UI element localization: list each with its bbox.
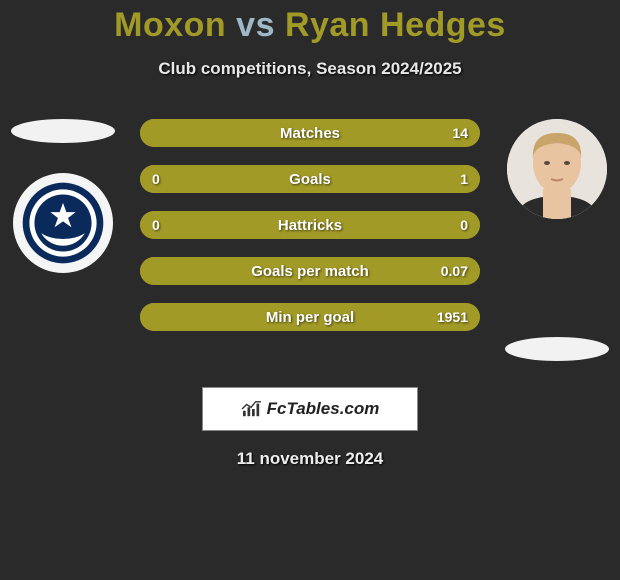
stat-bars: Matches 14 0 Goals 1 0 Hattricks 0 Goals per mat… — [140, 119, 480, 349]
player1-photo-placeholder — [11, 119, 115, 143]
player1-column — [8, 119, 118, 273]
stat-value-right: 0 — [460, 217, 468, 233]
club-badge-icon — [21, 181, 105, 265]
player1-club-badge — [13, 173, 113, 273]
stat-label: Matches — [280, 125, 340, 142]
player2-face-icon — [507, 119, 607, 219]
player1-name: Moxon — [114, 6, 226, 44]
stat-row: Min per goal 1951 — [140, 303, 480, 331]
watermark: FcTables.com — [202, 387, 418, 431]
stat-value-left: 0 — [152, 217, 160, 233]
comparison-title: Moxon vs Ryan Hedges — [0, 0, 620, 45]
stat-row: Matches 14 — [140, 119, 480, 147]
stat-label: Goals per match — [251, 263, 369, 280]
vs-text: vs — [236, 6, 275, 44]
date: 11 november 2024 — [0, 449, 620, 469]
stat-label: Min per goal — [266, 309, 354, 326]
stat-row: 0 Hattricks 0 — [140, 211, 480, 239]
stat-label: Goals — [289, 171, 331, 188]
stat-value-right: 1 — [460, 171, 468, 187]
chart-icon — [241, 400, 263, 418]
stat-value-left: 0 — [152, 171, 160, 187]
stat-value-right: 1951 — [437, 309, 468, 325]
player2-column — [502, 119, 612, 361]
player2-club-placeholder — [505, 337, 609, 361]
stat-row: 0 Goals 1 — [140, 165, 480, 193]
stats-area: Matches 14 0 Goals 1 0 Hattricks 0 Goals per mat… — [0, 119, 620, 379]
stat-label: Hattricks — [278, 217, 342, 234]
stat-value-right: 0.07 — [441, 263, 468, 279]
player2-name: Ryan Hedges — [285, 6, 506, 44]
player2-photo — [507, 119, 607, 219]
subtitle: Club competitions, Season 2024/2025 — [0, 59, 620, 79]
stat-value-right: 14 — [452, 125, 468, 141]
watermark-text: FcTables.com — [267, 399, 380, 419]
stat-row: Goals per match 0.07 — [140, 257, 480, 285]
